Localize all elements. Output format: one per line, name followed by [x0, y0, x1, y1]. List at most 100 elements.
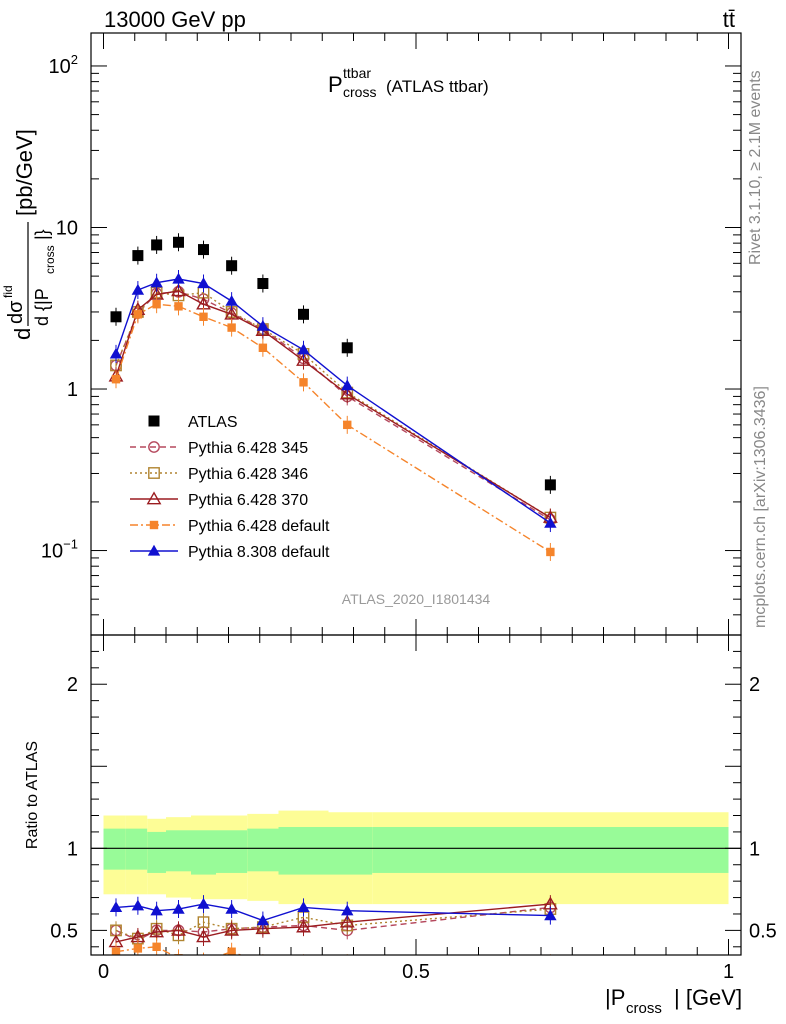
- legend-label: Pythia 6.428 346: [188, 466, 308, 483]
- ylabel-denominator-sub: cross: [43, 245, 57, 274]
- main-data-point: [343, 420, 352, 430]
- main-data-point: [133, 310, 143, 319]
- legend-label: Pythia 8.308 default: [188, 544, 330, 561]
- main-data-point: [226, 260, 238, 272]
- ratio-data-point: [224, 922, 240, 936]
- ratio-data-point: [225, 902, 238, 914]
- main-data-point: [111, 375, 121, 384]
- main-series-2: [110, 283, 557, 527]
- ratio-series-2: [108, 895, 558, 951]
- main-data-point: [257, 278, 269, 290]
- legend-marker: [149, 520, 159, 530]
- main-data-point: [299, 378, 308, 387]
- main-y-tick-label: 10−1: [41, 537, 78, 563]
- ratio-data-point: [299, 959, 307, 967]
- ratio-band-green: [247, 828, 279, 872]
- main-data-point: [258, 343, 268, 352]
- legend-marker: [148, 467, 160, 479]
- ratio-y-tick-label-right: 1: [749, 838, 760, 860]
- ratio-data-point: [297, 901, 310, 913]
- title-superscript: ttbar: [343, 65, 371, 81]
- ratio-data-point: [343, 959, 351, 967]
- main-series-0: [110, 233, 556, 494]
- legend-marker: [147, 544, 161, 556]
- ratio-uncertainty-bands: [91, 810, 741, 905]
- main-series-1: [110, 282, 557, 529]
- ylabel-numerator-sup: fid: [1, 285, 15, 298]
- legend-entry-2: Pythia 6.428 346: [130, 466, 308, 483]
- main-data-point: [298, 308, 309, 320]
- ratio-axis-ticks: 0.5 0.5 1 1 2 2 0 0.5 1: [50, 635, 777, 983]
- legend-marker: [148, 441, 160, 453]
- main-data-point: [109, 347, 123, 359]
- main-series-layer: [108, 233, 558, 561]
- ylabel-denominator: d {|P: [32, 288, 52, 326]
- main-axis-ticks: 10−1 1 10 102: [41, 33, 741, 636]
- legend-label: ATLAS: [188, 414, 238, 431]
- ratio-data-point: [171, 922, 186, 936]
- main-data-point: [174, 302, 183, 311]
- main-series-5: [109, 269, 557, 533]
- ratio-plot-frame: [90, 634, 742, 956]
- rivet-version-label: Rivet 3.1.10, ≥ 2.1M events: [747, 70, 764, 265]
- legend-label: Pythia 6.428 345: [188, 440, 308, 457]
- ratio-data-point: [544, 909, 557, 921]
- main-plot-title: P ttbar cross (ATLAS ttbar): [328, 65, 489, 100]
- main-series-line-5: [115, 278, 551, 524]
- main-series-line-3: [115, 290, 551, 519]
- ylabel-units: [pb/GeV]: [12, 129, 37, 216]
- main-data-point: [198, 244, 209, 256]
- legend-marker: [148, 415, 160, 427]
- ratio-band-green: [191, 830, 216, 875]
- ratio-y-tick-label: 0.5: [50, 920, 78, 942]
- legend-entry-1: Pythia 6.428 345: [130, 440, 308, 457]
- ratio-data-point: [197, 897, 210, 909]
- main-data-point: [197, 277, 210, 289]
- legend-entry-4: Pythia 6.428 default: [130, 518, 330, 535]
- ylabel-denominator-end: |}: [32, 229, 52, 240]
- ratio-y-tick-label: 2: [67, 674, 78, 696]
- main-data-point: [256, 319, 270, 331]
- ratio-data-point: [172, 902, 185, 914]
- main-data-point: [131, 283, 145, 295]
- legend-entry-0: ATLAS: [148, 414, 238, 431]
- ratio-series-4: [109, 895, 557, 930]
- main-data-point: [227, 323, 236, 332]
- ratio-series-line-1: [115, 908, 551, 940]
- ratio-band-green: [166, 830, 191, 872]
- legend-entry-5: Pythia 8.308 default: [130, 544, 330, 561]
- ratio-band-green: [328, 827, 373, 875]
- x-axis-label: |P cross | [GeV]: [605, 985, 742, 1017]
- main-data-point: [132, 250, 144, 262]
- ratio-data-point: [150, 904, 163, 916]
- ratio-data-point: [133, 944, 143, 953]
- header-process-label: tt̄: [723, 7, 735, 32]
- ratio-data-point: [341, 904, 354, 916]
- header-energy-label: 13000 GeV pp: [104, 7, 246, 32]
- ratio-y-axis-label: Ratio to ATLAS: [24, 741, 41, 849]
- ratio-data-point: [227, 947, 236, 955]
- title-symbol: P: [328, 72, 343, 97]
- legend-label: Pythia 6.428 default: [188, 518, 330, 535]
- ratio-data-point: [259, 959, 267, 967]
- ratio-band-green: [278, 827, 329, 875]
- main-data-point: [150, 276, 163, 288]
- ratio-band-green: [372, 827, 729, 873]
- main-series-line-2: [115, 291, 551, 519]
- legend-entry-3: Pythia 6.428 370: [130, 491, 308, 509]
- ratio-data-point: [197, 916, 210, 929]
- main-y-axis-label: d dσ fid d {|P cross |} [pb/GeV]: [1, 129, 57, 340]
- ratio-data-point: [131, 899, 145, 911]
- title-suffix: (ATLAS ttbar): [386, 77, 489, 96]
- main-series-line-1: [115, 291, 551, 521]
- main-series-3: [108, 281, 558, 527]
- mcplots-label: mcplots.cern.ch [arXiv:1306.3436]: [752, 386, 769, 628]
- main-data-point: [341, 379, 354, 391]
- main-data-point: [110, 311, 122, 323]
- main-data-point: [172, 272, 185, 284]
- main-data-point: [341, 342, 353, 354]
- ratio-band-green: [125, 828, 148, 870]
- ratio-band-green: [216, 830, 248, 873]
- main-data-point: [173, 236, 184, 248]
